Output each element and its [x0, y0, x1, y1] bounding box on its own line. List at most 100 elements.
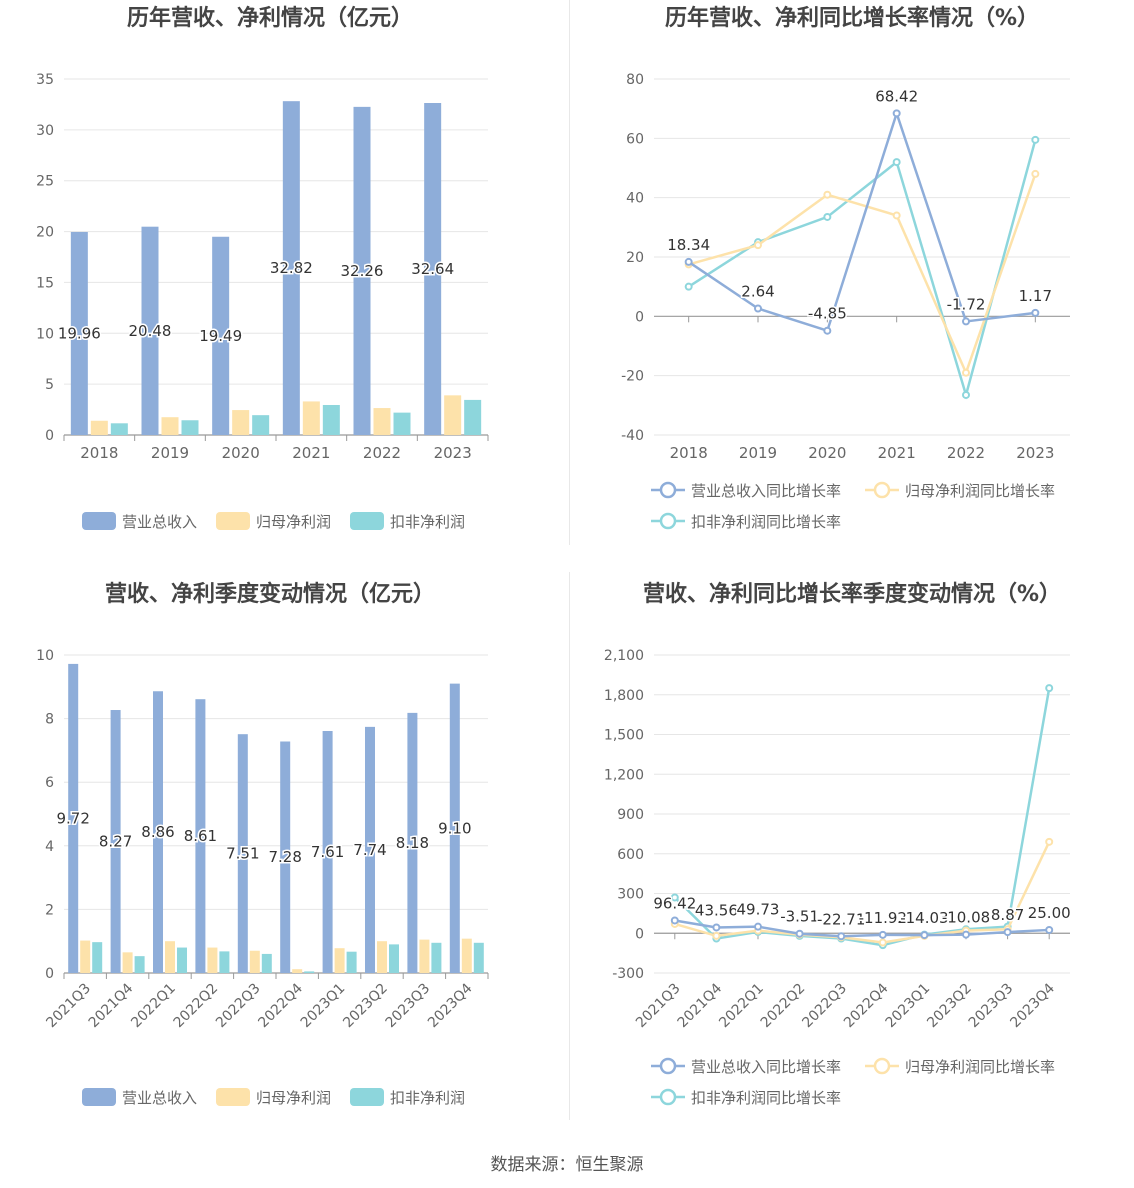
x-tick-label: 2022Q3 — [213, 981, 264, 1032]
bar-3 — [322, 404, 340, 435]
x-tick-label: 2022Q1 — [716, 981, 767, 1032]
y-tick-label: 1,200 — [604, 767, 644, 783]
bar-1 — [110, 710, 121, 973]
point-3 — [670, 893, 679, 902]
legend-item: 归母净利润同比增长率 — [865, 481, 1055, 500]
data-label: 32.82 — [270, 259, 313, 277]
y-tick-label: 30 — [36, 123, 54, 139]
x-tick-label: 2022Q4 — [841, 980, 892, 1031]
point-3 — [962, 390, 970, 399]
data-label: 49.73 — [737, 901, 780, 919]
point-2 — [878, 938, 887, 947]
data-label: 19.96 — [58, 324, 101, 342]
legend-swatch — [350, 1088, 384, 1106]
y-tick-label: -20 — [621, 369, 644, 385]
y-tick-label: 35 — [36, 72, 54, 88]
legend-swatch-marker — [659, 1057, 677, 1075]
y-tick-label: 1,800 — [604, 688, 644, 704]
y-tick-label: 20 — [626, 250, 644, 266]
y-tick-label: 4 — [45, 839, 54, 855]
data-label: 8.18 — [396, 834, 429, 852]
y-tick-label: 6 — [45, 775, 54, 791]
annual-revenue-profit-chart: 历年营收、净利情况（亿元） 0 5 10 15 20 25 30 35 2018 2019 2020 2… — [0, 0, 567, 545]
legend-swatch-marker — [659, 1088, 677, 1106]
legend-item: 营业总收入 — [82, 512, 197, 531]
legend-item: 扣非净利润 — [350, 512, 465, 531]
y-tick-label: 20 — [36, 225, 54, 241]
data-label: 18.34 — [667, 236, 710, 254]
x-tick-label: 2022Q2 — [171, 981, 222, 1032]
bar-1 — [365, 726, 375, 973]
bar-1 — [237, 734, 248, 973]
bar-2 — [377, 941, 387, 973]
data-label: 32.64 — [411, 260, 454, 278]
x-tick-label: 2021Q3 — [633, 981, 684, 1032]
legend-swatch — [350, 512, 384, 530]
y-tick-label: 5 — [45, 377, 54, 393]
point-1 — [795, 929, 804, 938]
bar-3 — [261, 953, 272, 973]
legend-swatch-marker — [659, 481, 677, 499]
bar-2 — [161, 417, 179, 435]
point-1 — [823, 326, 832, 335]
data-label: 32.26 — [341, 262, 384, 280]
point-3 — [823, 212, 832, 221]
x-tick-label: 2023Q3 — [383, 981, 434, 1032]
legend-item: 营业总收入同比增长率 — [651, 1057, 841, 1076]
data-label: 7.28 — [268, 848, 301, 866]
divider-bottom — [569, 572, 570, 1120]
chart-title: 历年营收、净利同比增长率情况（%） — [665, 5, 1039, 31]
legend-label: 扣非净利润 — [390, 513, 465, 531]
data-source: 数据来源：恒生聚源 — [490, 1155, 644, 1175]
legend-item: 扣非净利润同比增长率 — [651, 1088, 841, 1107]
x-tick-label: 2023Q2 — [924, 981, 975, 1032]
legend-label: 营业总收入同比增长率 — [691, 1058, 841, 1076]
annual-growth-rate-chart: 历年营收、净利同比增长率情况（%） -40 -20 0 20 40 60 80 2018 2019… — [567, 0, 1134, 545]
y-tick-label: 8 — [45, 712, 54, 728]
point-2 — [1045, 837, 1054, 846]
bar-2 — [444, 395, 462, 435]
y-tick-label: 600 — [617, 847, 644, 863]
y-tick-label: -300 — [612, 966, 644, 982]
quarterly-bar-chart-svg: 营收、净利季度变动情况（亿元） 0 2 4 6 8 10 2021Q32021Q42022Q1… — [36, 581, 489, 1107]
bar-1 — [280, 741, 291, 973]
data-label: 7.61 — [311, 843, 344, 861]
x-tick-label: 2019 — [739, 444, 777, 462]
chart-title: 营收、净利同比增长率季度变动情况（%） — [643, 581, 1061, 607]
bar-3 — [431, 942, 442, 973]
point-3 — [684, 282, 693, 291]
bar-1 — [195, 699, 206, 973]
legend-swatch-marker — [873, 1057, 891, 1075]
point-2 — [892, 211, 901, 220]
bar-3 — [219, 951, 230, 973]
data-label: 8.87 — [991, 906, 1024, 924]
data-label: 9.72 — [56, 809, 89, 827]
point-1 — [754, 304, 762, 313]
data-label: 7.51 — [226, 845, 259, 863]
point-3 — [1031, 135, 1040, 144]
point-2 — [1031, 169, 1040, 178]
y-tick-label: 300 — [617, 887, 644, 903]
series-line-1 — [674, 919, 1050, 938]
y-tick-label: 10 — [36, 648, 54, 664]
legend-label: 扣非净利润同比增长率 — [691, 1089, 841, 1107]
x-tick-label: 2023Q3 — [966, 981, 1017, 1032]
data-label: 8.86 — [141, 823, 174, 841]
x-tick-label: 2021Q4 — [675, 980, 726, 1031]
bar-2 — [302, 401, 320, 435]
point-1 — [837, 932, 846, 941]
point-1 — [878, 930, 887, 939]
data-label: -22.71 — [817, 910, 865, 928]
bar-2 — [419, 939, 430, 973]
data-label: -11.92 — [859, 909, 907, 927]
data-label: -3.51 — [780, 908, 819, 926]
bar-1 — [141, 226, 159, 435]
x-tick-label: 2023 — [1016, 444, 1054, 462]
series-line-1 — [687, 109, 1036, 333]
data-label: 1.17 — [1019, 287, 1052, 305]
bar-2 — [461, 938, 472, 973]
bar-1 — [449, 683, 460, 973]
bar-1 — [322, 731, 333, 973]
legend-label: 营业总收入 — [122, 513, 197, 531]
x-tick-label: 2021 — [292, 444, 330, 462]
